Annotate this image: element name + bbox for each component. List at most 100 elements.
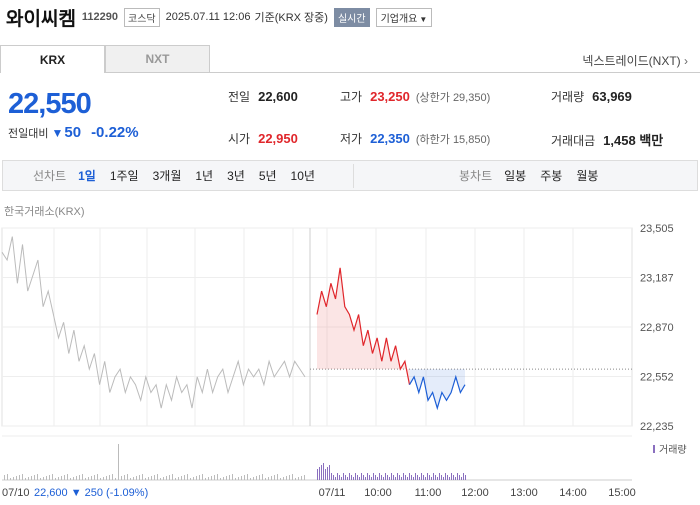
volume-bar xyxy=(349,473,350,480)
volume-bar xyxy=(268,477,269,480)
volume-bar xyxy=(345,475,346,480)
volume-bar xyxy=(401,477,402,480)
volume-bar xyxy=(361,473,362,480)
chevron-down-icon: ▼ xyxy=(419,14,428,24)
volume-bar xyxy=(175,478,176,480)
volume-bar xyxy=(325,469,326,480)
volume-bar xyxy=(178,477,179,480)
volume-bar xyxy=(82,474,83,480)
volume-bar xyxy=(202,474,203,480)
current-price: 22,550 xyxy=(8,88,92,120)
volume-legend-swatch xyxy=(653,445,655,453)
volume-bar xyxy=(317,469,318,480)
x-tick-label: 10:00 xyxy=(364,487,392,499)
stat-value: 63,969 xyxy=(592,89,632,104)
prev-date-label: 07/10 xyxy=(2,487,30,499)
volume-bar xyxy=(100,478,101,480)
volume-bar xyxy=(445,473,446,480)
volume-bar xyxy=(289,475,290,480)
period-10y[interactable]: 10년 xyxy=(290,169,315,183)
volume-bar xyxy=(187,474,188,480)
period-1w[interactable]: 1주일 xyxy=(109,169,139,183)
volume-bar xyxy=(199,475,200,480)
volume-bar xyxy=(457,473,458,480)
volume-bar xyxy=(208,477,209,480)
volume-bar xyxy=(115,478,116,480)
period-3y[interactable]: 3년 xyxy=(227,169,245,183)
volume-bar xyxy=(265,478,266,480)
quote-datetime: 2025.07.11 12:06 xyxy=(165,11,251,23)
stat-high: 고가 23,250 (상한가 29,350) xyxy=(340,88,490,105)
candle-monthly[interactable]: 월봉 xyxy=(576,169,599,183)
volume-bar xyxy=(7,474,8,480)
stat-value: 1,458 백만 xyxy=(603,133,664,148)
stat-low: 저가 22,350 (하한가 15,850) xyxy=(340,130,490,147)
volume-bar xyxy=(403,473,404,480)
volume-bar xyxy=(145,478,146,480)
volume-bar xyxy=(205,478,206,480)
today-up-area xyxy=(317,267,410,385)
tab-divider xyxy=(210,72,700,73)
volume-bar xyxy=(52,474,53,480)
volume-bar xyxy=(106,476,107,480)
volume-bar xyxy=(415,473,416,480)
volume-bar xyxy=(10,478,11,480)
period-1y[interactable]: 1년 xyxy=(195,169,214,183)
volume-bar xyxy=(76,476,77,480)
volume-bar xyxy=(323,463,324,480)
stat-value: 22,600 xyxy=(258,89,298,104)
volume-bar xyxy=(142,474,143,480)
volume-bar xyxy=(459,475,460,480)
volume-bar xyxy=(241,476,242,480)
volume-bar xyxy=(331,473,332,480)
x-tick-label: 07/11 xyxy=(319,487,346,499)
tab-krx[interactable]: KRX xyxy=(0,45,105,73)
candle-daily[interactable]: 일봉 xyxy=(504,169,527,183)
stat-value: 23,250 xyxy=(370,89,410,104)
stock-name: 와이씨켐 xyxy=(6,8,76,30)
down-triangle-icon: ▼ xyxy=(51,125,64,140)
volume-bar xyxy=(405,475,406,480)
period-1d[interactable]: 1일 xyxy=(78,169,96,183)
volume-bar xyxy=(223,477,224,480)
volume-bar xyxy=(455,477,456,480)
volume-bar xyxy=(25,478,26,480)
volume-bar xyxy=(395,477,396,480)
company-info-button[interactable]: 기업개요 ▼ xyxy=(375,7,433,27)
volume-bar xyxy=(433,473,434,480)
volume-bar xyxy=(439,473,440,480)
stat-label: 고가 xyxy=(340,90,363,104)
volume-bar xyxy=(232,474,233,480)
volume-bar xyxy=(16,476,17,480)
volume-bar xyxy=(365,477,366,480)
line-chart-label: 선차트 xyxy=(33,169,67,183)
volume-bar xyxy=(226,476,227,480)
nextrade-link[interactable]: 넥스트레이드(NXT) › xyxy=(582,52,688,69)
stat-label: 저가 xyxy=(340,132,363,146)
realtime-button[interactable]: 실시간 xyxy=(333,7,370,27)
volume-bar xyxy=(154,475,155,480)
x-tick-label: 14:00 xyxy=(559,487,587,499)
volume-bar xyxy=(31,476,32,480)
period-3m[interactable]: 3개월 xyxy=(152,169,182,183)
volume-bar xyxy=(298,477,299,480)
volume-bar xyxy=(181,476,182,480)
volume-bar xyxy=(292,474,293,480)
volume-bar xyxy=(329,465,330,480)
volume-bar xyxy=(341,477,342,480)
volume-bar xyxy=(67,474,68,480)
x-tick-label: 15:00 xyxy=(608,487,636,499)
volume-bar xyxy=(58,477,59,480)
x-tick-label: 11:00 xyxy=(415,487,442,499)
volume-bar xyxy=(351,475,352,480)
volume-bar xyxy=(355,473,356,480)
tab-nxt[interactable]: NXT xyxy=(105,45,210,73)
candle-weekly[interactable]: 주봉 xyxy=(540,169,563,183)
volume-bar xyxy=(453,475,454,480)
volume-bar xyxy=(88,477,89,480)
volume-bar xyxy=(61,476,62,480)
volume-bar xyxy=(49,475,50,480)
volume-bar xyxy=(407,477,408,480)
period-5y[interactable]: 5년 xyxy=(258,169,277,183)
volume-bar xyxy=(166,476,167,480)
